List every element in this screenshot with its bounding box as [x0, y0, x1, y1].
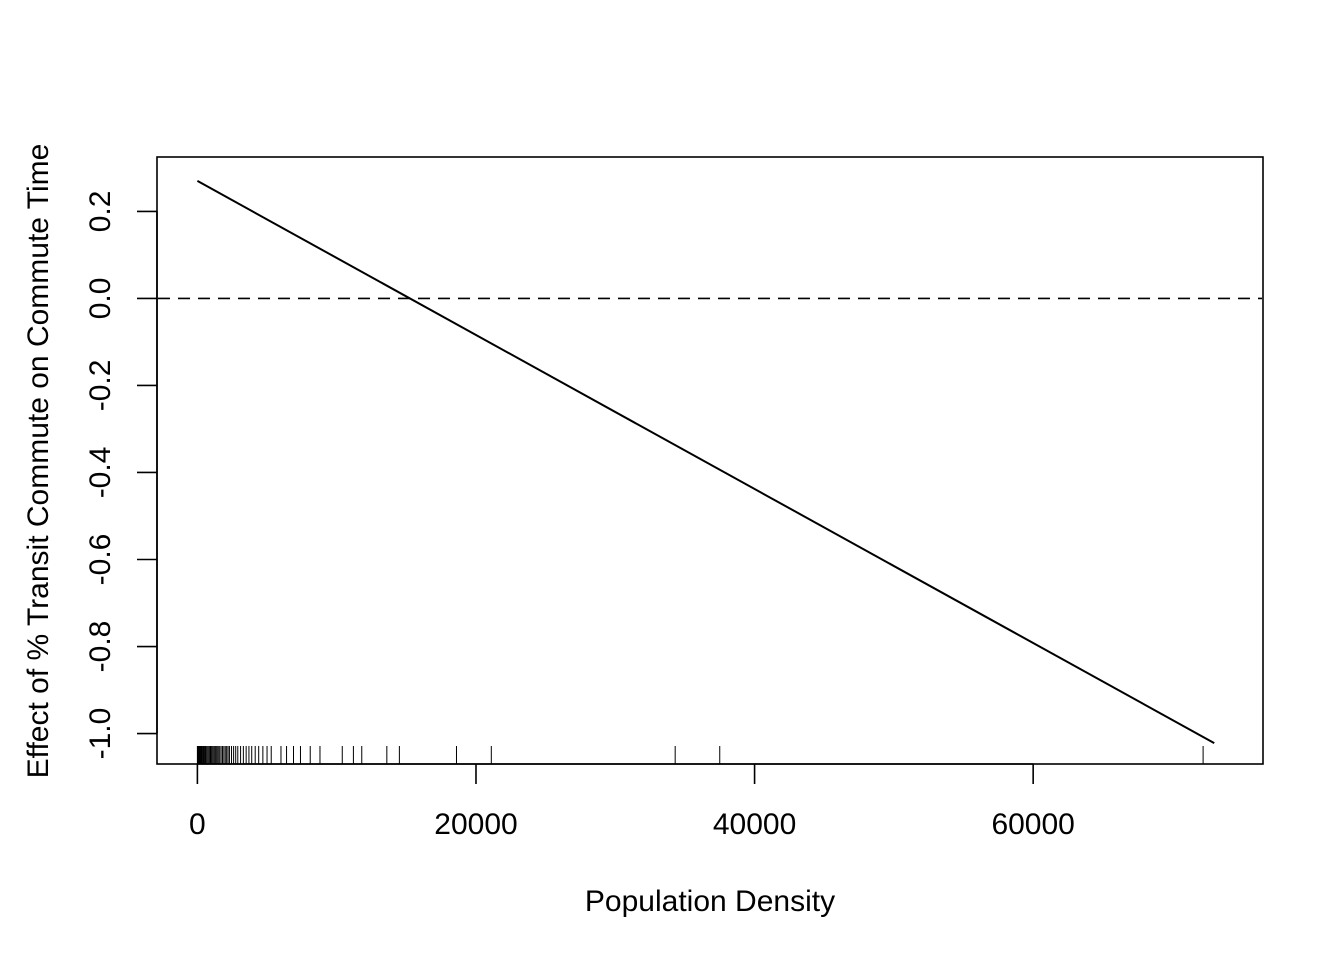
rug-marks	[196, 746, 1204, 764]
y-tick-label: -1.0	[84, 708, 117, 760]
x-tick-label: 0	[189, 808, 206, 841]
y-tick-label: -0.8	[84, 621, 117, 673]
y-tick-label: -0.4	[84, 447, 117, 499]
x-tick-label: 20000	[434, 808, 517, 841]
y-axis-label: Effect of % Transit Commute on Commute T…	[22, 144, 55, 779]
series-lines	[196, 180, 1215, 744]
y-tick-label: 0.0	[84, 278, 117, 320]
x-tick-label: 60000	[991, 808, 1074, 841]
y-tick-label: -0.2	[84, 360, 117, 412]
x-axis: 0 20000 40000 60000	[189, 763, 1075, 841]
series-line	[196, 180, 1215, 744]
plot-frame	[156, 156, 1264, 765]
x-tick-label: 40000	[713, 808, 796, 841]
x-axis-label: Population Density	[585, 885, 835, 918]
y-tick-label: -0.6	[84, 534, 117, 586]
y-tick-label: 0.2	[84, 191, 117, 233]
y-axis: -1.0 -0.8 -0.6 -0.4 -0.2 0.0 0.2	[84, 191, 158, 760]
